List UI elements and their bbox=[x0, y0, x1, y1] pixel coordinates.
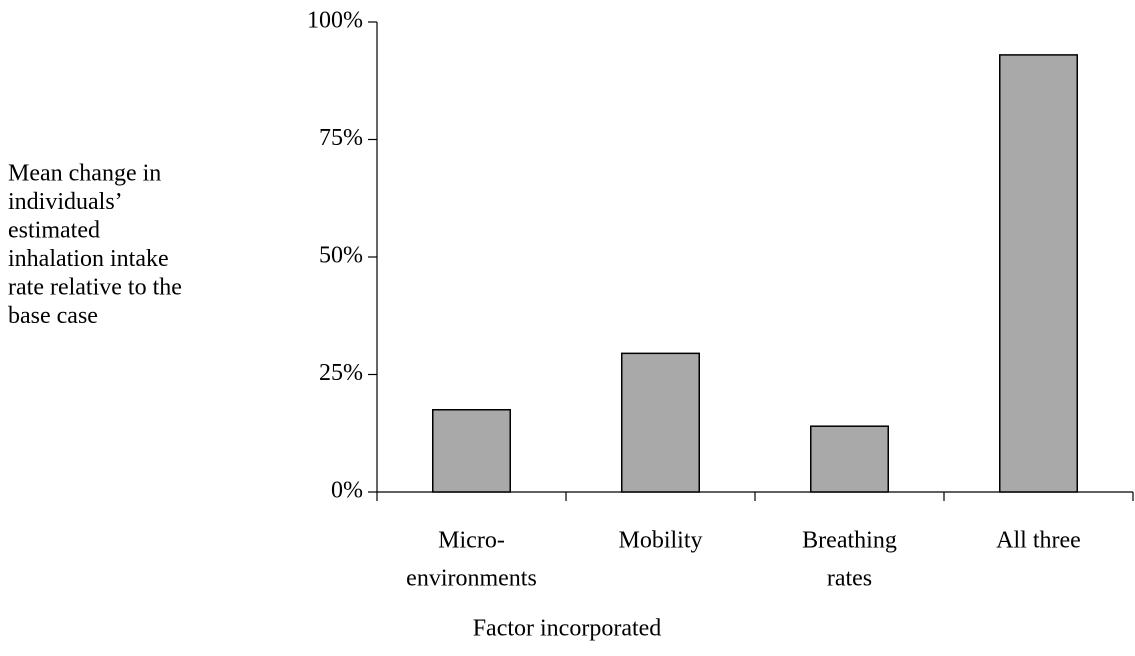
bar bbox=[432, 409, 511, 493]
y-tick-label: 25% bbox=[319, 360, 363, 386]
x-tick-label: All three bbox=[996, 528, 1081, 554]
x-tick-label: Micro- bbox=[438, 528, 505, 554]
x-tick-label: Mobility bbox=[618, 528, 702, 554]
x-tick-label: environments bbox=[406, 566, 537, 592]
y-axis-label: inhalation intake bbox=[8, 246, 169, 272]
bar bbox=[999, 54, 1078, 493]
y-axis-label: Mean change in bbox=[8, 161, 161, 187]
y-axis-label: base case bbox=[8, 303, 98, 329]
x-tick-label: Breathing bbox=[802, 528, 897, 554]
y-tick-label: 75% bbox=[319, 125, 363, 151]
y-axis-label: estimated bbox=[8, 218, 100, 244]
bar bbox=[810, 425, 889, 493]
x-tick-label: rates bbox=[827, 566, 872, 592]
x-axis-label: Factor incorporated bbox=[473, 616, 662, 642]
bar bbox=[621, 352, 700, 493]
y-tick-label: 0% bbox=[331, 478, 363, 504]
y-tick-label: 100% bbox=[307, 8, 363, 34]
y-tick-label: 50% bbox=[319, 243, 363, 269]
y-axis-label: individuals’ bbox=[8, 189, 123, 215]
y-axis-label: rate relative to the bbox=[8, 275, 182, 301]
